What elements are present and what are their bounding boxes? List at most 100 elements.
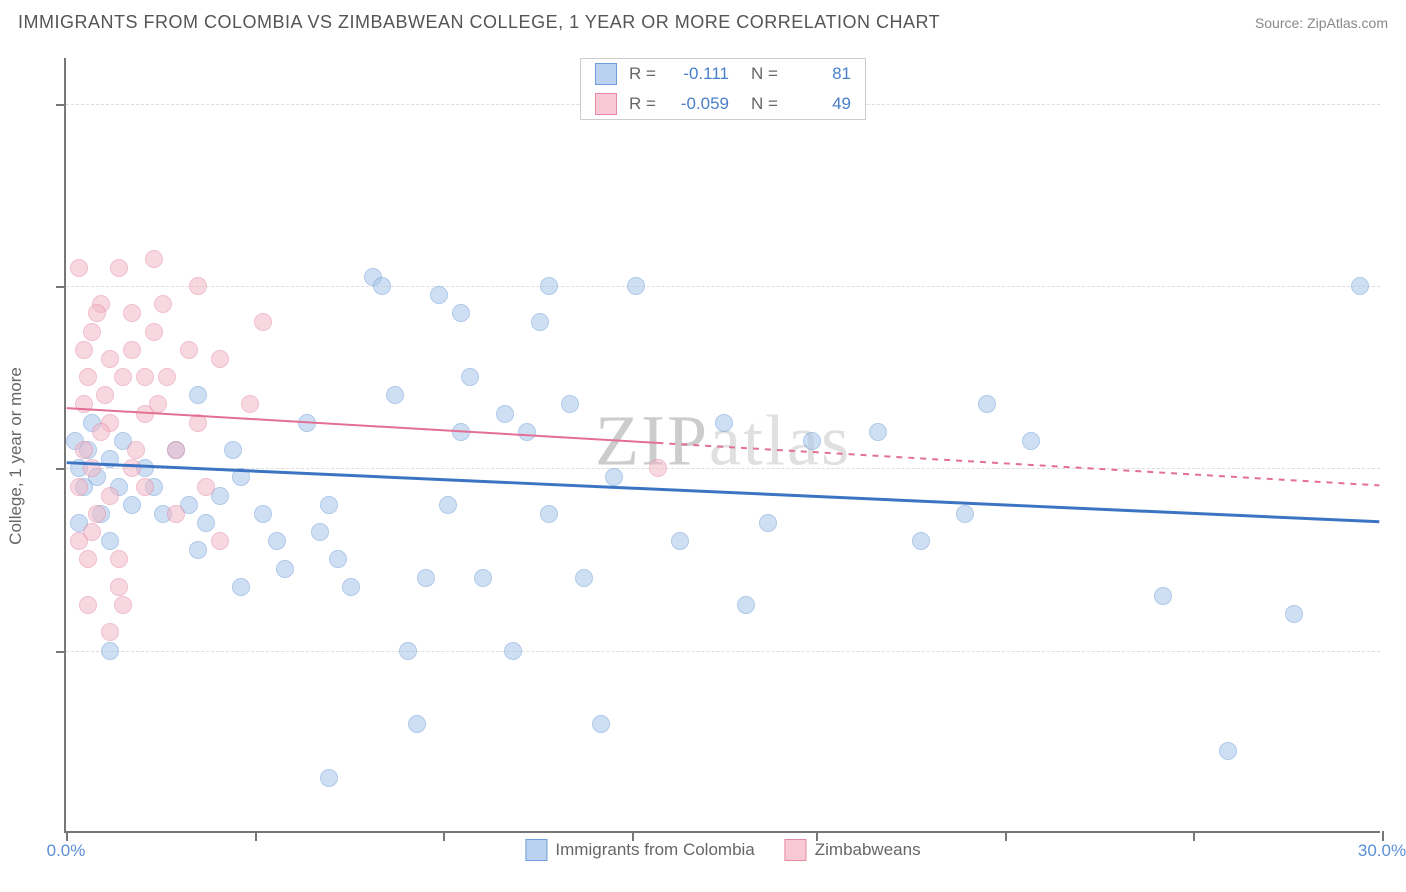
legend-swatch-zimbabwe	[595, 93, 617, 115]
data-point	[75, 395, 93, 413]
data-point	[496, 405, 514, 423]
data-point	[715, 414, 733, 432]
data-point	[110, 578, 128, 596]
data-point	[592, 715, 610, 733]
data-point	[342, 578, 360, 596]
data-point	[540, 277, 558, 295]
data-point	[101, 642, 119, 660]
legend-swatch-zimbabwe-icon	[785, 839, 807, 861]
data-point	[241, 395, 259, 413]
data-point	[88, 505, 106, 523]
data-point	[461, 368, 479, 386]
data-point	[671, 532, 689, 550]
data-point	[605, 468, 623, 486]
data-point	[1351, 277, 1369, 295]
data-point	[320, 769, 338, 787]
data-point	[158, 368, 176, 386]
legend-row-series-1: R = -0.111 N = 81	[581, 59, 865, 89]
r-label: R =	[629, 64, 665, 84]
legend-label-colombia: Immigrants from Colombia	[555, 840, 754, 860]
data-point	[167, 505, 185, 523]
data-point	[518, 423, 536, 441]
data-point	[189, 541, 207, 559]
data-point	[211, 532, 229, 550]
x-tick	[443, 831, 445, 841]
legend-item-colombia: Immigrants from Colombia	[525, 839, 754, 861]
data-point	[123, 496, 141, 514]
data-point	[224, 441, 242, 459]
gridline-h	[66, 468, 1380, 469]
data-point	[452, 423, 470, 441]
r-value-1: -0.111	[669, 64, 729, 84]
data-point	[154, 295, 172, 313]
gridline-h	[66, 651, 1380, 652]
data-point	[123, 304, 141, 322]
data-point	[211, 350, 229, 368]
n-label: N =	[751, 64, 787, 84]
data-point	[561, 395, 579, 413]
data-point	[145, 250, 163, 268]
data-point	[298, 414, 316, 432]
x-tick	[1193, 831, 1195, 841]
data-point	[232, 468, 250, 486]
data-point	[912, 532, 930, 550]
x-tick-label: 30.0%	[1358, 841, 1406, 861]
data-point	[70, 259, 88, 277]
x-tick	[1005, 831, 1007, 841]
data-point	[1285, 605, 1303, 623]
data-point	[189, 277, 207, 295]
data-point	[268, 532, 286, 550]
data-point	[136, 368, 154, 386]
data-point	[75, 341, 93, 359]
data-point	[110, 550, 128, 568]
data-point	[737, 596, 755, 614]
scatter-plot: ZIPatlas R = -0.111 N = 81 R = -0.059 N …	[64, 58, 1380, 833]
data-point	[373, 277, 391, 295]
n-value-1: 81	[791, 64, 851, 84]
data-point	[399, 642, 417, 660]
data-point	[417, 569, 435, 587]
data-point	[329, 550, 347, 568]
source-label: Source: ZipAtlas.com	[1255, 15, 1388, 31]
legend-item-zimbabwe: Zimbabweans	[785, 839, 921, 861]
data-point	[136, 478, 154, 496]
r-label: R =	[629, 94, 665, 114]
data-point	[70, 478, 88, 496]
x-tick	[816, 831, 818, 841]
data-point	[439, 496, 457, 514]
data-point	[114, 596, 132, 614]
n-value-2: 49	[791, 94, 851, 114]
data-point	[96, 386, 114, 404]
data-point	[83, 459, 101, 477]
data-point	[575, 569, 593, 587]
y-tick-label: 100.0%	[1390, 94, 1406, 114]
data-point	[101, 350, 119, 368]
data-point	[79, 368, 97, 386]
data-point	[311, 523, 329, 541]
data-point	[149, 395, 167, 413]
y-tick-label: 80.0%	[1390, 276, 1406, 296]
data-point	[276, 560, 294, 578]
x-tick	[632, 831, 634, 841]
data-point	[869, 423, 887, 441]
data-point	[978, 395, 996, 413]
data-point	[430, 286, 448, 304]
data-point	[83, 323, 101, 341]
gridline-h	[66, 286, 1380, 287]
data-point	[408, 715, 426, 733]
data-point	[101, 450, 119, 468]
data-point	[79, 596, 97, 614]
data-point	[1154, 587, 1172, 605]
n-label: N =	[751, 94, 787, 114]
data-point	[320, 496, 338, 514]
x-tick	[255, 831, 257, 841]
data-point	[123, 459, 141, 477]
legend-swatch-colombia-icon	[525, 839, 547, 861]
data-point	[452, 304, 470, 322]
legend-correlation-box: R = -0.111 N = 81 R = -0.059 N = 49	[580, 58, 866, 120]
data-point	[123, 341, 141, 359]
data-point	[956, 505, 974, 523]
y-tick-label: 60.0%	[1390, 458, 1406, 478]
data-point	[803, 432, 821, 450]
data-point	[504, 642, 522, 660]
